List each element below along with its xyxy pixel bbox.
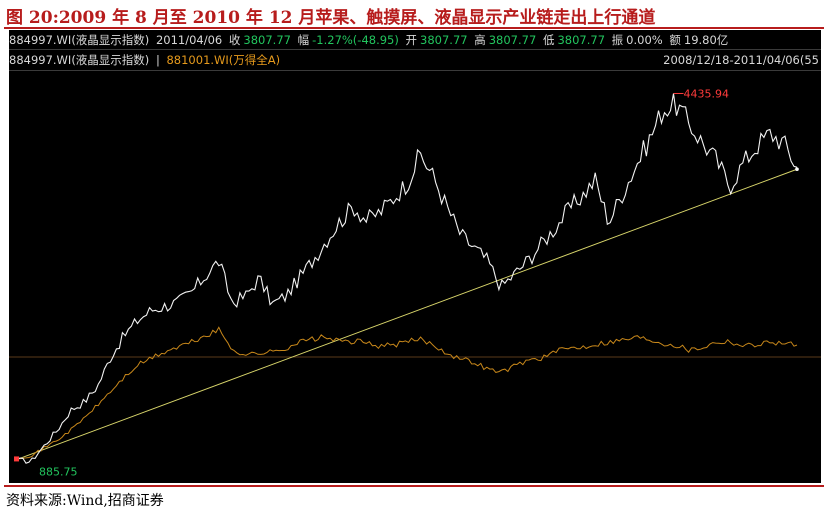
last-point-marker bbox=[795, 167, 799, 172]
legend-divider-line bbox=[9, 70, 821, 71]
high-value-label: 4435.94 bbox=[684, 87, 730, 100]
legend-divider: | bbox=[155, 53, 160, 67]
legend-series2[interactable]: 881001.WI(万得全A) bbox=[166, 53, 281, 67]
header-divider bbox=[9, 49, 821, 50]
open-value: 3807.77 bbox=[420, 33, 468, 47]
close-value: 3807.77 bbox=[243, 33, 291, 47]
low-value-label: 885.75 bbox=[39, 465, 78, 478]
open-label: 开 bbox=[405, 33, 418, 47]
series-index-line bbox=[16, 93, 798, 464]
plot-area[interactable]: 4435.94 885.75 bbox=[9, 30, 821, 483]
index-code: 884997.WI(液晶显示指数) bbox=[9, 33, 150, 47]
low-value: 3807.77 bbox=[557, 33, 606, 47]
legend-series1[interactable]: 884997.WI(液晶显示指数) bbox=[9, 53, 150, 67]
channel-trend-line bbox=[16, 168, 798, 460]
title-rule bbox=[4, 27, 824, 29]
change-value: -1.27%(-48.95) bbox=[312, 33, 399, 47]
volume-label: 额 bbox=[669, 33, 681, 47]
series-benchmark-line bbox=[16, 326, 798, 460]
amplitude-value: 0.00% bbox=[626, 33, 663, 47]
amplitude-label: 振 bbox=[611, 33, 624, 47]
source-rule bbox=[4, 485, 824, 487]
volume-value: 19.80亿 bbox=[683, 33, 729, 47]
figure-title: 图 20:2009 年 8 月至 2010 年 12 月苹果、触摸屏、液晶显示产… bbox=[6, 8, 656, 28]
high-value: 3807.77 bbox=[488, 33, 537, 47]
quote-header: 884997.WI(液晶显示指数) 2011/04/06 收 3807.77 幅-… bbox=[9, 31, 821, 49]
low-label: 低 bbox=[542, 33, 555, 47]
quote-date: 2011/04/06 bbox=[155, 33, 223, 47]
source-note: 资料来源:Wind,招商证券 bbox=[6, 493, 164, 509]
change-label: 幅 bbox=[297, 33, 310, 47]
chart-panel[interactable]: 884997.WI(液晶显示指数) 2011/04/06 收 3807.77 幅-… bbox=[9, 30, 821, 483]
high-label: 高 bbox=[474, 33, 486, 47]
low-marker bbox=[14, 456, 19, 462]
legend-header: 884997.WI(液晶显示指数) | 881001.WI(万得全A) bbox=[9, 51, 821, 69]
close-label: 收 bbox=[228, 33, 241, 47]
date-range: 2008/12/18-2011/04/06(55 bbox=[663, 53, 819, 67]
